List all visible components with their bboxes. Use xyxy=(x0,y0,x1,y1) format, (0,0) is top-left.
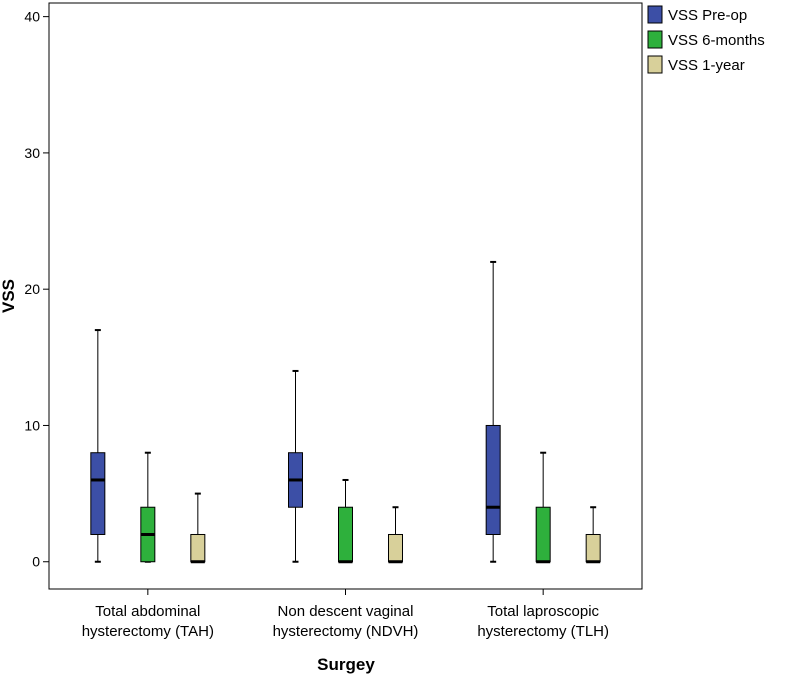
x-category-label: hysterectomy (TAH) xyxy=(82,623,214,640)
legend-swatch xyxy=(647,5,663,24)
box-iqr xyxy=(190,533,206,563)
box-series-group xyxy=(90,260,601,564)
y-tick-label: 10 xyxy=(24,417,40,433)
box-iqr xyxy=(535,506,551,563)
y-tick-label: 40 xyxy=(24,9,40,25)
box-iqr xyxy=(485,424,501,535)
box-plot xyxy=(535,451,551,564)
legend-swatch xyxy=(647,55,663,74)
box-iqr xyxy=(338,506,353,563)
box-plot xyxy=(288,369,303,563)
box-plot xyxy=(140,451,156,563)
y-tick-label: 30 xyxy=(24,145,40,161)
legend-label: VSS 6-months xyxy=(668,32,765,49)
x-category-label: Non descent vaginal xyxy=(278,603,414,620)
x-axis-title: Surgey xyxy=(317,655,375,674)
y-tick-label: 0 xyxy=(32,554,40,570)
legend-swatch xyxy=(647,30,663,49)
legend: VSS Pre-op VSS 6-months VSS 1-year xyxy=(647,5,765,74)
box-plot xyxy=(485,260,501,563)
box-plot xyxy=(190,492,206,564)
x-category-label: Total laproscopic xyxy=(487,603,599,620)
x-category-label: hysterectomy (TLH) xyxy=(477,623,609,640)
x-axis: Total abdominal hysterectomy (TAH) Non des… xyxy=(82,589,609,640)
box-iqr xyxy=(585,533,601,563)
box-plot xyxy=(90,329,106,563)
box-iqr xyxy=(388,533,403,563)
box-iqr xyxy=(90,452,106,535)
box-plot xyxy=(338,478,353,564)
box-plot xyxy=(388,506,403,564)
x-category-label: hysterectomy (NDVH) xyxy=(273,623,419,640)
legend-label: VSS Pre-op xyxy=(668,7,747,24)
legend-label: VSS 1-year xyxy=(668,57,745,74)
box-plot xyxy=(585,506,601,564)
y-axis: 0 10 20 30 40 xyxy=(24,9,49,570)
x-category-label: Total abdominal xyxy=(95,603,200,620)
y-tick-label: 20 xyxy=(24,281,40,297)
y-axis-title: VSS xyxy=(0,279,18,313)
